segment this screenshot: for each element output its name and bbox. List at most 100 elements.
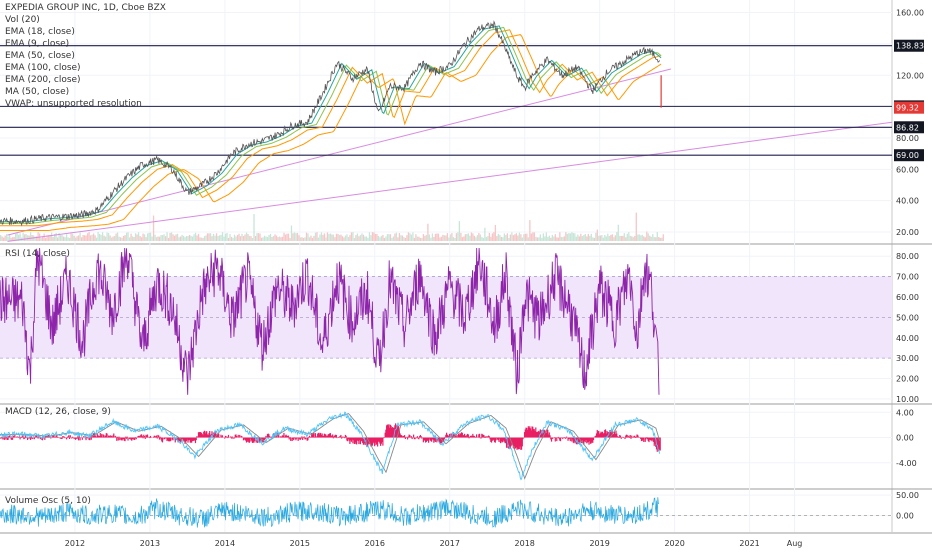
volume-bar xyxy=(4,236,5,241)
volume-bar xyxy=(613,237,614,241)
volume-bar xyxy=(70,234,71,241)
volume-bar xyxy=(588,234,589,241)
volume-bar xyxy=(402,235,403,241)
volume-bar xyxy=(130,234,131,241)
volume-bar xyxy=(207,233,208,241)
volume-bar xyxy=(624,233,625,241)
volume-bar xyxy=(121,238,122,241)
volume-bar xyxy=(643,236,644,241)
volume-bar xyxy=(450,234,451,241)
volume-bar xyxy=(237,235,238,241)
volume-bar xyxy=(351,232,352,241)
macd-histogram-bar xyxy=(218,434,219,438)
macd-histogram-bar xyxy=(116,438,117,441)
macd-histogram-bar xyxy=(303,438,304,439)
volume-bar xyxy=(610,235,611,241)
volume-bar xyxy=(40,238,41,241)
volume-bar xyxy=(123,236,124,241)
volume-bar xyxy=(124,235,125,241)
volume-bar xyxy=(435,234,436,241)
macd-histogram-bar xyxy=(14,435,15,437)
volume-bar xyxy=(157,237,158,241)
volume-bar xyxy=(145,237,146,241)
volume-bar xyxy=(141,237,142,241)
volume-bar xyxy=(580,234,581,241)
macd-histogram-bar xyxy=(552,438,553,439)
volume-bar xyxy=(612,234,613,241)
volume-bar xyxy=(480,234,481,241)
macd-histogram-bar xyxy=(115,437,116,438)
volume-bar xyxy=(469,236,470,241)
volume-bar xyxy=(418,237,419,241)
macd-histogram-bar xyxy=(68,435,69,437)
volume-bar xyxy=(291,226,292,241)
volume-bar xyxy=(646,231,647,241)
macd-histogram-bar xyxy=(623,437,624,438)
volume-bar xyxy=(261,238,262,241)
macd-histogram-bar xyxy=(170,438,171,441)
volume-bar xyxy=(550,238,551,241)
legend-ma-50: MA (50, close) xyxy=(5,86,166,98)
volume-bar xyxy=(186,236,187,241)
volume-bar xyxy=(127,232,128,241)
volume-bar xyxy=(526,234,527,241)
macd-histogram-bar xyxy=(134,438,135,440)
volume-bar xyxy=(43,234,44,241)
volume-bar xyxy=(111,237,112,241)
volume-bar xyxy=(438,234,439,241)
volume-bar xyxy=(1,237,2,241)
volume-bar xyxy=(426,235,427,241)
y-tick-label: 30.00 xyxy=(896,354,919,363)
macd-histogram-bar xyxy=(72,437,73,438)
y-tick-label: -4.00 xyxy=(896,459,917,468)
volume-bar xyxy=(115,234,116,241)
volume-bar xyxy=(601,235,602,241)
volume-bar xyxy=(441,237,442,241)
volume-bar xyxy=(456,233,457,241)
volume-bar xyxy=(57,238,58,241)
main-legend: EXPEDIA GROUP INC, 1D, Cboe BZX Vol (20)… xyxy=(5,2,166,110)
volume-bar xyxy=(273,236,274,241)
price-badge-label: 138.83 xyxy=(896,42,924,51)
volume-bar xyxy=(259,234,260,241)
volume-bar xyxy=(342,236,343,241)
y-tick-label: 70.00 xyxy=(896,273,919,282)
volume-bar xyxy=(231,237,232,241)
y-tick-label: 120.00 xyxy=(896,71,924,80)
volume-bar xyxy=(79,233,80,241)
macd-histogram-bar xyxy=(288,436,289,438)
volume-bar xyxy=(316,232,317,241)
volume-bar xyxy=(382,235,383,241)
macd-histogram-bar xyxy=(333,438,334,439)
volume-bar xyxy=(361,233,362,241)
volume-bar xyxy=(520,234,521,241)
volume-bar xyxy=(240,236,241,241)
macd-histogram-bar xyxy=(78,438,79,441)
macd-histogram-bar xyxy=(483,435,484,437)
volume-bar xyxy=(640,235,641,241)
volume-bar xyxy=(228,238,229,241)
volume-bar xyxy=(466,234,467,241)
volume-bar xyxy=(294,232,295,241)
volume-bar xyxy=(201,238,202,241)
volume-bar xyxy=(540,234,541,241)
macd-histogram-bar xyxy=(562,438,563,440)
macd-histogram-bar xyxy=(224,438,225,439)
volume-bar xyxy=(412,232,413,241)
volume-bar xyxy=(142,234,143,241)
volume-bar xyxy=(196,235,197,241)
macd-histogram-bar xyxy=(37,438,38,439)
volume-bar xyxy=(586,236,587,241)
volume-bar xyxy=(129,237,130,241)
volume-bar xyxy=(262,237,263,241)
volume-bar xyxy=(213,234,214,241)
rsi-pane-title: RSI (14, close) xyxy=(5,249,70,259)
macd-histogram-bar xyxy=(117,437,118,438)
volume-bar xyxy=(649,236,650,241)
macd-histogram-bar xyxy=(239,435,240,438)
volume-bar xyxy=(285,235,286,241)
volume-bar xyxy=(543,233,544,241)
volume-bar xyxy=(346,234,347,241)
macd-histogram-bar xyxy=(125,437,126,438)
